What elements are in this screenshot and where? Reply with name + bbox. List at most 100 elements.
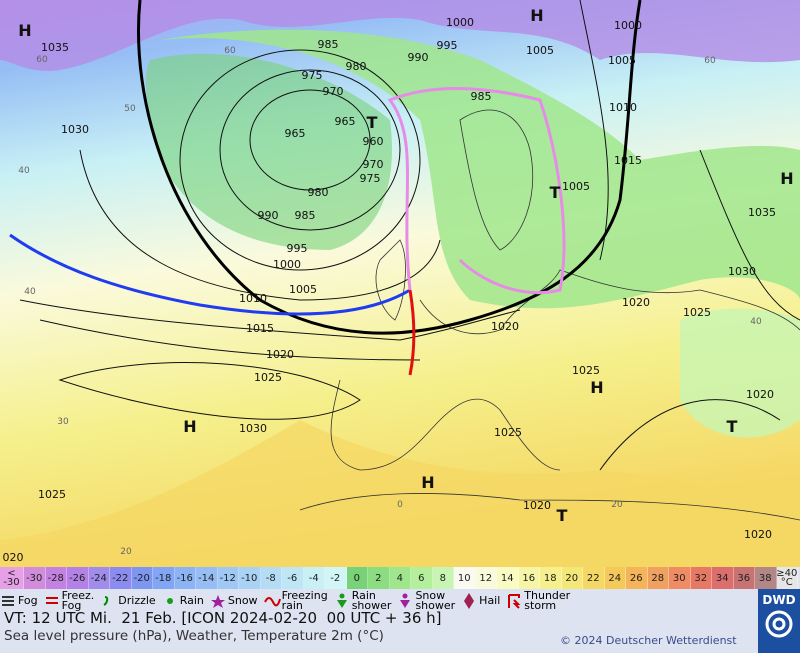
isobar-label: 1000: [273, 258, 301, 271]
weather-label-line: Snow: [227, 593, 258, 607]
weather-legend-item: Drizzle: [100, 589, 156, 612]
weather-label-line: Hail: [479, 593, 501, 607]
isobar-label: 1025: [683, 306, 711, 319]
temperature-label: 60: [704, 56, 716, 66]
isobar-label: 1020: [746, 388, 774, 401]
scale-label: ≥40: [776, 568, 798, 579]
weather-label: Freezing rain: [281, 590, 328, 612]
logo-icon: [765, 610, 793, 638]
weather-label: Rain shower: [351, 590, 392, 612]
pressure-center: H: [18, 21, 31, 40]
isobar-label: 975: [302, 69, 323, 82]
weather-icon: [336, 593, 347, 608]
isobar-label: 1000: [446, 16, 474, 29]
weather-label-line: storm: [524, 598, 557, 612]
valid-time: VT: 12 UTC Mi. 21 Feb. [ICON 2024-02-20 …: [4, 609, 442, 627]
weather-label-line: rain: [281, 598, 303, 612]
pressure-center: H: [530, 6, 543, 25]
logo-text: DWD: [762, 593, 796, 607]
scale-cell: -18: [153, 567, 175, 589]
weather-label-line: Rain: [179, 593, 204, 607]
scale-cell: < -30: [0, 567, 24, 589]
scale-cell: 20: [561, 567, 583, 589]
temperature-label: 60: [224, 46, 236, 56]
isobar-label: 1035: [41, 41, 69, 54]
weather-label-line: Fog: [61, 598, 82, 612]
scale-cell: -28: [45, 567, 67, 589]
scale-cell: -10: [239, 567, 261, 589]
isobars: [19, 0, 800, 471]
pressure-center: T: [557, 506, 568, 525]
isobar-label: 970: [323, 85, 344, 98]
scale-cell: -4: [303, 567, 325, 589]
isobar-label: 1015: [246, 322, 274, 335]
isobar-label: 020: [3, 551, 24, 564]
isobar-label: 980: [308, 186, 329, 199]
weather-legend-item: Snow: [210, 589, 258, 612]
isobar-label: 980: [346, 60, 367, 73]
scale-cell: 28: [647, 567, 669, 589]
low-area: [145, 53, 392, 250]
scale-cell: 26: [626, 567, 648, 589]
weather-icon: [2, 595, 14, 606]
weather-legend-item: Rain: [162, 589, 204, 612]
scale-cell: 8: [432, 567, 454, 589]
occluded-front: [387, 87, 566, 295]
pressure-center: H: [421, 473, 434, 492]
isobar-label: 985: [471, 90, 492, 103]
weather-label-line: Freez.: [61, 588, 95, 602]
weather-label-line: Drizzle: [118, 593, 156, 607]
temperature-label: 40: [24, 287, 36, 297]
temperature-label: 20: [611, 500, 623, 510]
pressure-center: H: [590, 378, 603, 397]
isobar-label: 970: [363, 158, 384, 171]
scale-cell: -14: [196, 567, 218, 589]
scale-cell: 16: [518, 567, 540, 589]
weather-label: Thunder storm: [524, 588, 571, 612]
isobar-label: 990: [258, 209, 279, 222]
temperature-label: 40: [750, 317, 762, 327]
cold-area: [0, 0, 800, 72]
weather-icon: [263, 596, 281, 606]
isobar-label: 1005: [562, 180, 590, 193]
weather-icon: [464, 592, 475, 609]
weather-legend-item: Hail: [461, 589, 500, 612]
isobar-label: 1025: [254, 371, 282, 384]
isobar-label: 1030: [61, 123, 89, 136]
scale-cell: 2: [368, 567, 390, 589]
scale-cell: 18: [540, 567, 562, 589]
isobar-label: 960: [363, 135, 384, 148]
weather-legend-item: Freezing rain: [263, 589, 328, 612]
scale-cell: 10: [454, 567, 476, 589]
weather-icon: [103, 595, 109, 606]
scale-label: -30: [3, 577, 20, 588]
temperature-label: 60: [36, 55, 48, 65]
scale-cell: 36: [733, 567, 755, 589]
weather-icon: [508, 593, 521, 609]
pressure-center: H: [183, 417, 196, 436]
scale-cell: -26: [67, 567, 89, 589]
scale-cell: -12: [217, 567, 239, 589]
isobar-label: 1000: [614, 19, 642, 32]
scale-cell: 12: [475, 567, 497, 589]
weather-label-line: Thunder: [524, 588, 571, 602]
weather-legend-item: Fog: [0, 589, 38, 612]
weather-label-line: Snow: [415, 588, 446, 602]
temperature-label: 30: [57, 417, 69, 427]
scale-cell: 32: [690, 567, 712, 589]
temperature-label: 20: [120, 547, 132, 557]
weather-label-line: shower: [351, 598, 392, 612]
description: Sea level pressure (hPa), Weather, Tempe…: [4, 628, 384, 644]
weather-label: Snow: [227, 593, 258, 607]
scale-cell: 6: [411, 567, 433, 589]
pressure-center: H: [780, 169, 793, 188]
weather-legend-item: Rain shower: [334, 589, 392, 612]
isobar-label: 1005: [526, 44, 554, 57]
weather-icon: [166, 597, 173, 604]
scale-cell: 4: [389, 567, 411, 589]
coastlines: [299, 109, 800, 521]
isobar-label: 1015: [614, 154, 642, 167]
scale-cell: -22: [110, 567, 132, 589]
weather-label: Drizzle: [118, 593, 156, 607]
